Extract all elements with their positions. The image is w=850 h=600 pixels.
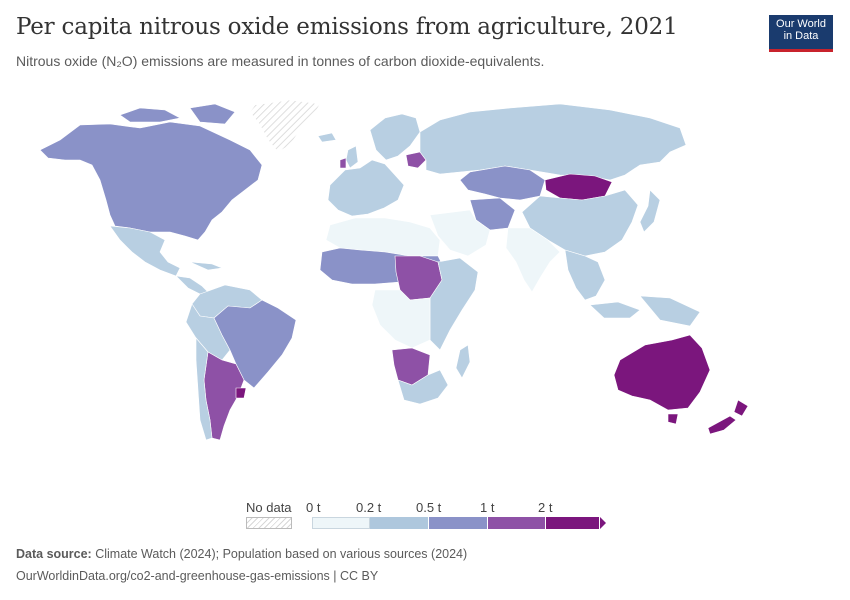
region-central-america[interactable] [189, 261, 224, 271]
region-southeast-asia[interactable] [564, 249, 606, 301]
legend-bin-0[interactable] [312, 517, 370, 529]
region-canada-usa[interactable] [39, 121, 263, 241]
region-brazil[interactable] [213, 299, 297, 389]
region-russia[interactable] [419, 103, 687, 181]
region-southeast-asia[interactable] [589, 301, 641, 319]
legend-bin-label-3: 1 t [480, 500, 495, 515]
region-belarus[interactable] [405, 151, 427, 169]
region-chile[interactable] [195, 337, 213, 441]
legend-bin-3[interactable] [488, 517, 546, 529]
region-colombia-venezuela[interactable] [185, 303, 231, 361]
region-east-africa[interactable] [455, 344, 471, 379]
legend-bin-label-4: 2 t [538, 500, 553, 515]
legend-arrow-head [600, 517, 606, 529]
source-url[interactable]: OurWorldinData.org/co2-and-greenhouse-ga… [16, 569, 379, 583]
source-label: Data source: [16, 547, 92, 561]
region-australia[interactable] [667, 413, 679, 425]
region-ireland[interactable] [339, 157, 347, 169]
region-southeast-asia[interactable] [639, 295, 701, 327]
legend-bin-2[interactable] [429, 517, 488, 529]
region-western-europe[interactable] [317, 132, 337, 143]
region-new-zealand[interactable] [707, 415, 737, 435]
logo-line-1: Our World [776, 18, 826, 30]
region-china[interactable] [639, 189, 661, 233]
region-kazakhstan[interactable] [459, 165, 546, 201]
legend-bin-4[interactable] [546, 517, 600, 529]
region-australia[interactable] [613, 334, 711, 411]
region-uruguay[interactable] [235, 387, 247, 399]
region-western-europe[interactable] [327, 159, 405, 217]
world-map [39, 99, 749, 441]
legend-bin-label-2: 0.5 t [416, 500, 442, 515]
legend-arrow [600, 517, 606, 529]
region-western-europe[interactable] [345, 145, 359, 169]
data-source: Data source: Climate Watch (2024); Popul… [16, 547, 467, 561]
region-india[interactable] [505, 227, 561, 293]
region-western-europe[interactable] [369, 113, 421, 161]
legend-bin-label-1: 0.2 t [356, 500, 382, 515]
legend-no-data-swatch[interactable] [246, 517, 292, 529]
region-new-zealand[interactable] [733, 399, 749, 417]
legend-bin-label-0: 0 t [306, 500, 321, 515]
logo-line-2: in Data [783, 30, 819, 42]
legend-no-data-label: No data [246, 500, 292, 515]
chart-subtitle: Nitrous oxide (N₂O) emissions are measur… [16, 53, 545, 69]
region-mexico[interactable] [109, 225, 181, 277]
chart-title: Per capita nitrous oxide emissions from … [16, 14, 678, 40]
source-text: Climate Watch (2024); Population based o… [91, 547, 468, 561]
region-east-africa[interactable] [429, 257, 479, 351]
region-north-africa[interactable] [371, 289, 431, 349]
region-central-america[interactable] [175, 275, 209, 295]
region-canada-usa[interactable] [119, 107, 181, 123]
region-southern-africa[interactable] [397, 369, 449, 405]
region-canada-usa[interactable] [189, 103, 236, 125]
map-legend: No data 0 t 0.2 t 0.5 t 1 t 2 t [0, 495, 850, 535]
owid-logo[interactable]: Our World in Data [769, 15, 833, 52]
region-greenland[interactable] [249, 99, 321, 153]
legend-bin-1[interactable] [370, 517, 429, 529]
region-north-africa[interactable] [429, 209, 491, 257]
